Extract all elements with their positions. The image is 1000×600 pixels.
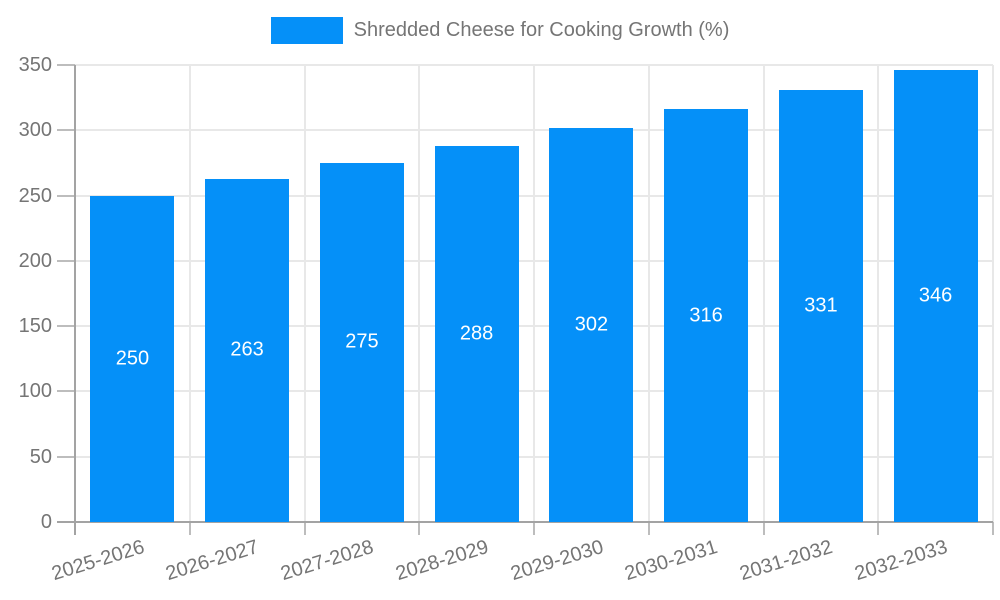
- x-axis-tick: [533, 522, 535, 535]
- y-axis-line: [74, 65, 76, 535]
- gridline-vertical: [189, 65, 191, 522]
- y-axis-tick-label: 300: [18, 119, 52, 141]
- gridline-vertical: [763, 65, 765, 522]
- x-axis-tick: [189, 522, 191, 535]
- y-axis-tick: [57, 456, 75, 458]
- bar-value-label: 250: [115, 347, 150, 370]
- y-axis-tick-label: 200: [18, 250, 52, 272]
- bar: 346: [893, 70, 978, 522]
- gridline-vertical: [304, 65, 306, 522]
- y-axis-tick-label: 0: [40, 511, 52, 533]
- x-axis-category-label: 2030-2031: [622, 536, 721, 586]
- chart-legend[interactable]: Shredded Cheese for Cooking Growth (%): [0, 17, 1000, 44]
- y-axis-tick: [57, 260, 75, 262]
- x-axis-category-label: 2026-2027: [163, 536, 262, 586]
- x-axis-tick: [304, 522, 306, 535]
- y-axis-tick: [57, 325, 75, 327]
- x-axis-tick: [418, 522, 420, 535]
- bar-value-label: 331: [804, 294, 838, 317]
- bar: 316: [664, 109, 749, 522]
- legend-label: Shredded Cheese for Cooking Growth (%): [353, 19, 730, 41]
- y-axis-tick: [57, 64, 75, 66]
- gridline-vertical: [648, 65, 650, 522]
- x-axis-category-label: 2029-2030: [507, 536, 606, 586]
- bar-value-label: 302: [574, 313, 609, 336]
- x-axis-tick: [992, 522, 994, 535]
- bar: 288: [434, 146, 519, 522]
- legend-swatch: [270, 17, 343, 44]
- bar: 302: [549, 127, 634, 522]
- y-axis-tick: [57, 195, 75, 197]
- y-axis-tick-label: 250: [18, 185, 52, 207]
- x-axis-tick: [648, 522, 650, 535]
- gridline-vertical: [533, 65, 535, 522]
- x-axis-tick: [763, 522, 765, 535]
- bar: 263: [205, 178, 290, 522]
- x-axis-line: [57, 521, 993, 523]
- bar-value-label: 275: [345, 330, 379, 353]
- y-axis-tick-label: 350: [18, 54, 52, 76]
- x-axis-tick: [877, 522, 879, 535]
- y-axis-tick: [57, 129, 75, 131]
- x-axis-category-label: 2025-2026: [48, 536, 147, 586]
- y-axis-tick-label: 150: [18, 315, 52, 337]
- bar-value-label: 316: [689, 304, 723, 327]
- bar-value-label: 263: [230, 338, 264, 361]
- gridline-vertical: [418, 65, 420, 522]
- bar-value-label: 288: [459, 322, 494, 345]
- x-axis-category-label: 2032-2033: [852, 536, 951, 586]
- y-axis-tick-label: 100: [18, 380, 52, 402]
- y-axis-tick: [57, 390, 75, 392]
- x-axis-category-label: 2027-2028: [278, 536, 377, 586]
- x-axis-category-label: 2031-2032: [737, 536, 836, 586]
- bar-value-label: 346: [918, 284, 953, 307]
- gridline-vertical: [992, 65, 994, 522]
- gridline-vertical: [877, 65, 879, 522]
- bar: 275: [319, 162, 404, 522]
- y-axis-tick-label: 50: [29, 446, 52, 468]
- bar: 250: [90, 195, 175, 522]
- x-axis-category-label: 2028-2029: [393, 536, 492, 586]
- bar: 331: [778, 89, 863, 522]
